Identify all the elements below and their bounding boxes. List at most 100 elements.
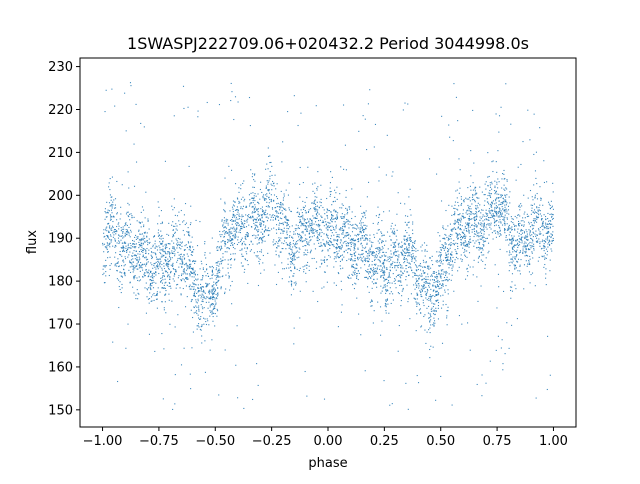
data-point — [263, 210, 265, 212]
data-point — [223, 220, 225, 222]
data-point — [451, 228, 453, 230]
data-point — [172, 262, 174, 264]
data-point — [250, 192, 252, 194]
data-point — [347, 276, 349, 278]
data-point — [467, 222, 469, 224]
data-point — [501, 215, 503, 217]
data-point — [459, 236, 462, 239]
data-point — [290, 257, 292, 259]
data-point — [489, 210, 491, 212]
data-point — [353, 252, 356, 254]
data-point — [371, 251, 373, 253]
data-point — [425, 342, 427, 344]
data-point — [432, 290, 434, 292]
data-point — [525, 245, 527, 247]
data-point — [429, 257, 431, 259]
data-point — [438, 255, 440, 257]
data-point — [186, 246, 188, 249]
data-point — [270, 183, 272, 185]
data-point — [192, 295, 195, 297]
data-point — [450, 279, 452, 281]
data-point — [518, 214, 520, 216]
data-point — [534, 170, 537, 172]
data-point — [336, 214, 338, 216]
data-point — [412, 232, 414, 235]
data-point — [153, 281, 155, 283]
data-point — [377, 221, 379, 224]
data-point — [283, 268, 285, 270]
data-point — [279, 203, 281, 205]
data-point — [189, 249, 192, 251]
data-point — [451, 261, 454, 263]
data-point — [410, 240, 412, 243]
data-point — [373, 263, 375, 265]
data-point — [252, 199, 254, 202]
data-point — [111, 196, 113, 198]
data-point — [457, 234, 459, 236]
data-point — [446, 236, 448, 238]
data-point — [335, 248, 337, 250]
data-point — [217, 310, 219, 312]
data-point — [306, 222, 308, 224]
data-point — [405, 382, 407, 384]
data-point — [537, 212, 539, 214]
data-point — [306, 249, 308, 251]
data-point — [382, 261, 384, 263]
data-point — [466, 230, 468, 232]
data-point — [459, 213, 461, 215]
data-point — [442, 285, 444, 287]
data-point — [120, 213, 122, 215]
data-point — [157, 259, 159, 261]
data-point — [413, 247, 415, 249]
data-point — [187, 264, 189, 267]
data-point — [370, 267, 372, 269]
data-point — [107, 223, 109, 225]
data-point — [535, 151, 537, 153]
data-point — [301, 212, 303, 214]
data-point — [296, 247, 298, 249]
data-point — [526, 215, 528, 218]
data-point — [513, 246, 515, 248]
data-point — [363, 235, 366, 237]
data-point — [193, 306, 195, 309]
data-point — [456, 232, 458, 234]
data-point — [445, 303, 447, 306]
data-point — [214, 325, 216, 327]
data-point — [360, 334, 362, 336]
data-point — [275, 224, 278, 226]
data-point — [124, 242, 126, 244]
data-point — [173, 235, 175, 237]
data-point — [523, 236, 525, 238]
data-point — [498, 204, 500, 206]
data-point — [511, 273, 514, 275]
data-point — [422, 288, 424, 290]
data-point — [388, 273, 390, 275]
data-point — [545, 248, 548, 250]
data-point — [184, 248, 186, 251]
data-point — [368, 251, 370, 253]
data-point — [418, 309, 420, 311]
data-point — [241, 216, 243, 218]
data-point — [216, 275, 218, 277]
data-point — [397, 350, 399, 352]
data-point — [228, 234, 230, 236]
data-point — [515, 179, 517, 181]
data-point — [176, 259, 179, 261]
data-point — [259, 237, 261, 239]
data-point — [451, 205, 453, 207]
data-point — [429, 332, 431, 334]
data-point — [314, 217, 316, 219]
data-point — [393, 242, 395, 244]
data-point — [437, 304, 439, 307]
data-point — [375, 263, 377, 265]
data-point — [201, 335, 203, 337]
data-point — [141, 264, 143, 266]
data-point — [262, 220, 264, 222]
data-point — [536, 207, 538, 209]
data-point — [480, 259, 482, 261]
data-point — [415, 269, 417, 271]
data-point — [132, 268, 134, 270]
data-point — [188, 259, 190, 261]
data-point — [318, 239, 320, 241]
data-point — [306, 395, 308, 397]
